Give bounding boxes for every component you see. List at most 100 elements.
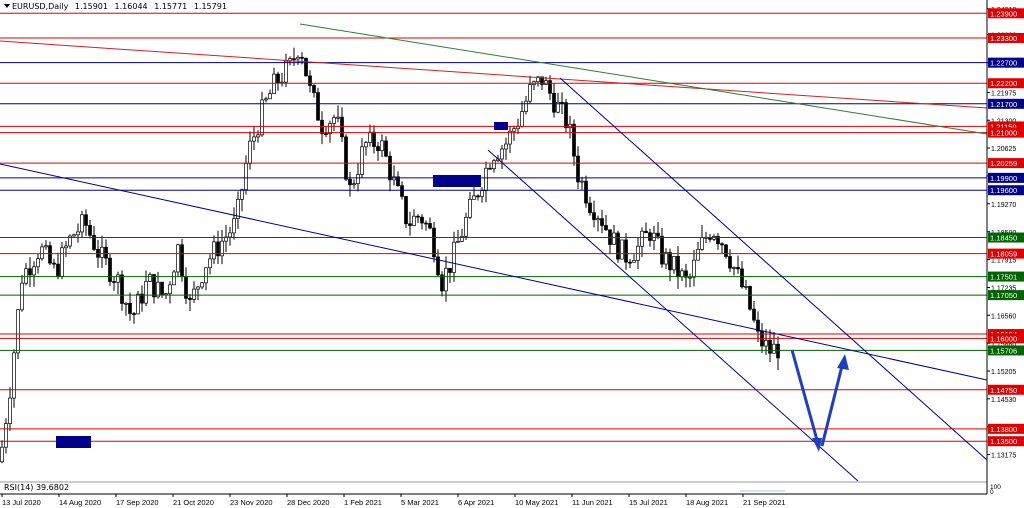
candle-body xyxy=(324,133,328,135)
candle-body xyxy=(128,302,132,314)
candle-body xyxy=(372,131,376,147)
level-label-text: 1.18450 xyxy=(990,234,1017,243)
candle-body xyxy=(228,232,232,238)
candle-body xyxy=(484,167,488,191)
candle-body xyxy=(528,84,532,102)
candle-body xyxy=(364,142,368,148)
candle-body xyxy=(724,244,728,257)
trendlines xyxy=(0,23,988,482)
candle-body xyxy=(448,267,452,273)
level-label-text: 1.21000 xyxy=(990,129,1017,138)
candle-body xyxy=(452,241,456,273)
candle-body xyxy=(8,397,12,425)
rsi-scale-label: 0 xyxy=(990,489,994,496)
level-label-box xyxy=(988,57,1024,68)
candle-body xyxy=(388,155,392,181)
candle-body xyxy=(564,102,568,128)
candle-body xyxy=(692,259,696,278)
candle-body xyxy=(464,217,468,237)
candle-body xyxy=(700,236,704,250)
zone-box-1 xyxy=(433,175,481,187)
level-label-box xyxy=(988,345,1024,356)
candle-body xyxy=(592,212,596,221)
date-tick-label: 5 Mar 2021 xyxy=(401,498,439,507)
candle-body xyxy=(204,267,208,284)
level-label-text: 1.22200 xyxy=(990,79,1017,88)
level-label-box xyxy=(988,78,1024,89)
candle-body xyxy=(444,267,448,292)
date-tick-label: 17 Sep 2020 xyxy=(116,498,159,507)
candle-body xyxy=(548,80,552,94)
level-label-text: 1.18059 xyxy=(990,250,1017,259)
candle-body xyxy=(744,286,748,288)
level-label-box xyxy=(988,127,1024,138)
candle-body xyxy=(756,319,760,332)
candle-body xyxy=(552,92,556,113)
candle-body xyxy=(312,85,316,93)
candle-body xyxy=(612,232,616,245)
candle-body xyxy=(12,352,16,399)
symbol-label: EURUSD,Daily xyxy=(12,2,69,11)
candle-body xyxy=(224,236,228,242)
level-label-text: 1.20259 xyxy=(990,159,1017,168)
candle-body xyxy=(240,189,244,200)
candle-body xyxy=(672,255,676,271)
candle-body xyxy=(396,176,400,187)
level-label-box xyxy=(988,232,1024,243)
price-tick-label: 1.20625 xyxy=(991,146,1016,153)
candle-body xyxy=(764,339,768,347)
candle-body xyxy=(732,267,736,269)
candle-body xyxy=(340,116,344,138)
candle-body xyxy=(152,274,156,298)
candle-body xyxy=(264,98,268,101)
date-tick-label: 21 Oct 2020 xyxy=(173,498,214,507)
candle-body xyxy=(336,116,340,119)
candle-body xyxy=(32,266,36,276)
candle-body xyxy=(556,101,560,113)
candle-body xyxy=(768,339,772,354)
down-arrow-shaft xyxy=(790,349,819,441)
level-label-box xyxy=(988,185,1024,196)
candle-body xyxy=(292,58,296,60)
candle-body xyxy=(212,241,216,260)
candle-body xyxy=(272,73,276,94)
candle-body xyxy=(380,140,384,152)
level-label-text: 1.19600 xyxy=(990,186,1017,195)
candle-body xyxy=(656,232,660,237)
level-label-box xyxy=(988,290,1024,301)
price-tick-label: 1.16560 xyxy=(991,313,1016,320)
candle-body xyxy=(284,60,288,83)
candle-body xyxy=(436,256,440,276)
candle-body xyxy=(348,178,352,186)
candle-body xyxy=(716,235,720,245)
candle-body xyxy=(480,190,484,197)
candle-body xyxy=(344,136,348,180)
candle-body xyxy=(164,293,168,296)
level-label-text: 1.13500 xyxy=(990,437,1017,446)
candle-body xyxy=(640,230,644,247)
candle-body xyxy=(40,246,44,260)
date-tick-label: 11 Jun 2021 xyxy=(572,498,613,507)
candle-body xyxy=(188,298,192,300)
candle-body xyxy=(20,282,24,311)
candle-body xyxy=(472,195,476,200)
level-label-text: 1.17050 xyxy=(990,291,1017,300)
date-tick-label: 6 Apr 2021 xyxy=(458,498,494,507)
candle-body xyxy=(524,100,528,112)
candle-body xyxy=(588,202,592,214)
down-arrow-head xyxy=(812,438,822,452)
candle-body xyxy=(304,57,308,77)
candle-body xyxy=(736,267,740,270)
chart-menu-icon[interactable] xyxy=(4,4,10,8)
candle-body xyxy=(560,101,564,104)
candle-body xyxy=(112,281,116,283)
candle-body xyxy=(412,215,416,226)
blue-long-trendline xyxy=(0,163,988,381)
candle-body xyxy=(100,246,104,258)
candle-body xyxy=(72,234,76,237)
candle-body xyxy=(508,130,512,145)
level-label-text: 1.15706 xyxy=(990,346,1017,355)
date-tick-label: 10 May 2021 xyxy=(515,498,558,507)
candle-body xyxy=(668,252,672,271)
candle-body xyxy=(172,271,176,286)
